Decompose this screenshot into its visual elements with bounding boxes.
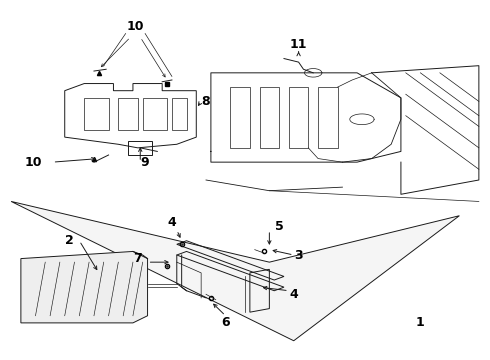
Polygon shape — [11, 202, 460, 341]
Text: 7: 7 — [133, 252, 142, 265]
Text: 3: 3 — [294, 248, 303, 261]
Text: 5: 5 — [275, 220, 284, 233]
Text: 1: 1 — [416, 316, 425, 329]
Text: 6: 6 — [221, 316, 230, 329]
Text: 11: 11 — [290, 38, 307, 51]
Text: 10: 10 — [126, 20, 144, 33]
Text: 10: 10 — [24, 156, 42, 168]
Text: 4: 4 — [168, 216, 176, 229]
Text: 8: 8 — [202, 95, 210, 108]
Text: 4: 4 — [290, 288, 298, 301]
Polygon shape — [21, 251, 147, 323]
Text: 9: 9 — [141, 156, 149, 168]
Text: 2: 2 — [65, 234, 74, 247]
